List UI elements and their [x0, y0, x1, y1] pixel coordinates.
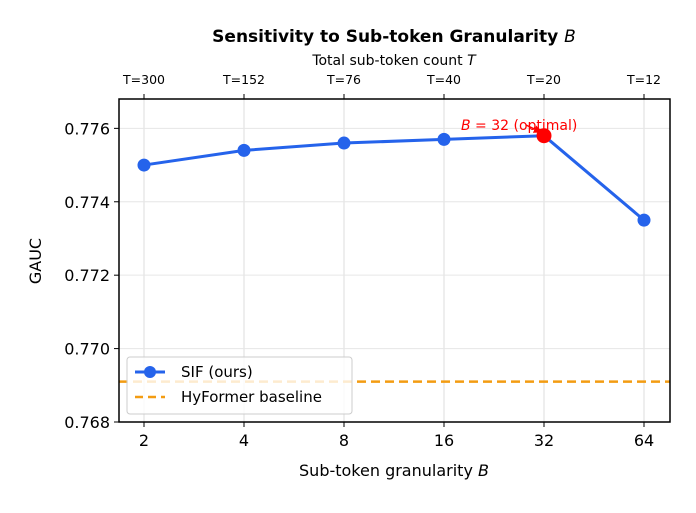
- top-tick-label: T=76: [326, 72, 361, 87]
- y-tick-label: 0.772: [64, 266, 110, 285]
- data-point: [337, 136, 351, 150]
- legend-label-baseline: HyFormer baseline: [181, 388, 322, 406]
- optimal-arrow: [525, 124, 542, 133]
- plot-frame: [118, 98, 671, 423]
- x-tick-label: 4: [239, 431, 249, 450]
- y-tick-label: 0.770: [64, 340, 110, 359]
- series-layer: [137, 129, 651, 227]
- legend-dot-sif: [144, 366, 156, 378]
- legend-label-sif: SIF (ours): [181, 363, 253, 381]
- legend: SIF (ours) HyFormer baseline: [126, 356, 353, 415]
- y-tick-label: 0.776: [64, 119, 110, 138]
- x-tick-label: 16: [434, 431, 454, 450]
- top-axis-label: Total sub-token count T: [311, 53, 477, 69]
- top-tick-label: T=300: [122, 72, 165, 87]
- series-line: [143, 134, 645, 222]
- data-point: [137, 158, 151, 172]
- data-point: [637, 213, 651, 227]
- x-tick-label: 8: [339, 431, 349, 450]
- legend-box: [126, 356, 353, 415]
- top-tick-label: T=40: [426, 72, 461, 87]
- data-point: [237, 143, 251, 157]
- data-point: [437, 132, 451, 146]
- x-tick-label: 64: [634, 431, 654, 450]
- x-tick-label: 32: [534, 431, 554, 450]
- y-axis-label: GAUC: [26, 238, 45, 284]
- axes: 2 T=300 4 T=152 8 T=76 16 T=40 32 T=20 64 T=12 0.768…: [64, 72, 671, 450]
- top-tick-label: T=12: [626, 72, 661, 87]
- y-tick-label: 0.768: [64, 413, 110, 432]
- annotation-layer: B = 32 (optimal): [461, 118, 577, 144]
- x-tick-label: 2: [139, 431, 149, 450]
- top-tick-label: T=152: [222, 72, 265, 87]
- x-axis-label: Sub-token granularity B: [299, 461, 489, 480]
- y-tick-label: 0.774: [64, 193, 110, 212]
- chart-title: Sensitivity to Sub-token Granularity B: [212, 27, 576, 47]
- top-tick-label: T=20: [526, 72, 561, 87]
- optimal-annotation: B = 32 (optimal): [461, 118, 577, 134]
